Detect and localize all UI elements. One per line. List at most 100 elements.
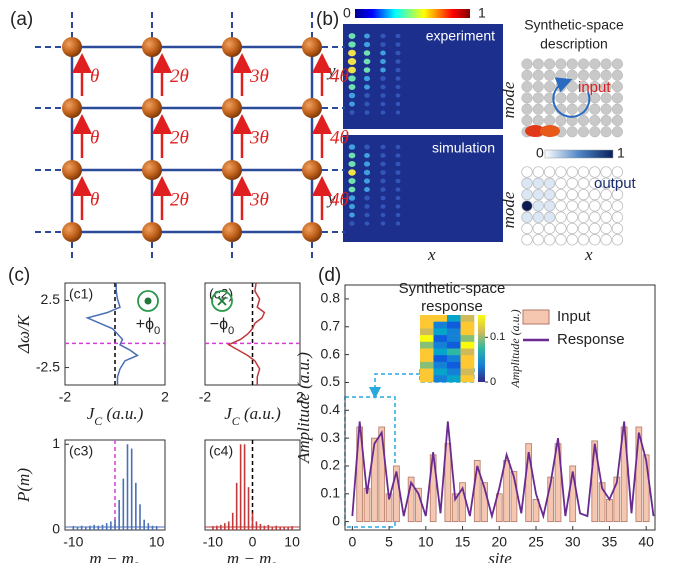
mode-circle	[521, 234, 533, 246]
image-spot	[349, 203, 355, 210]
mode-circle	[566, 126, 578, 138]
image-spot	[348, 33, 356, 39]
label-part: 0	[154, 325, 160, 337]
label-part: m − m	[227, 549, 272, 563]
response-curve	[227, 282, 266, 385]
colorbar	[544, 149, 614, 159]
mode-circle	[611, 92, 623, 104]
mode-circle	[577, 58, 590, 70]
lattice-site	[222, 222, 242, 242]
mode-circle	[566, 177, 578, 189]
mode-circle	[577, 200, 590, 212]
mode-circle	[611, 81, 623, 93]
mode-circle	[566, 166, 578, 178]
image-spot	[380, 42, 386, 47]
label-part: L	[270, 559, 278, 563]
mode-circle	[543, 177, 556, 189]
heatmap-cell	[433, 315, 448, 322]
image-spot	[395, 33, 401, 39]
mode-circle	[589, 81, 601, 93]
input-label: input	[578, 79, 611, 96]
mode-circle	[577, 103, 590, 115]
mode-circle	[600, 177, 612, 189]
mode-circle	[566, 81, 578, 93]
mode-circle	[544, 92, 556, 104]
mode-circle	[544, 114, 556, 127]
lattice-site	[302, 98, 322, 118]
axis-label: x	[427, 245, 436, 264]
mode-circle	[577, 222, 590, 235]
heatmap-cell	[447, 368, 461, 376]
heatmap-cell	[447, 348, 461, 356]
mode-circle	[611, 126, 623, 138]
mode-circle	[600, 92, 612, 104]
image-spot	[380, 101, 386, 107]
image-spot	[364, 186, 370, 193]
image-spot	[395, 178, 401, 184]
axis-label: y	[326, 189, 336, 208]
y-tick-label: 0.8	[321, 290, 341, 306]
y-tick-label: 0.1	[321, 485, 341, 501]
mode-circle	[566, 92, 578, 104]
y-tick-label: 0.7	[321, 317, 341, 333]
phase-label: 4θ	[330, 189, 349, 210]
y-tick-label: 2.5	[41, 291, 61, 307]
heatmap-cell	[447, 355, 461, 363]
image-spot	[395, 50, 401, 56]
label-part: C	[232, 414, 241, 428]
heatmap-cell	[420, 315, 434, 322]
mode-circle	[611, 177, 624, 189]
mode-circle	[543, 200, 556, 212]
x-tick-label: 10	[418, 534, 434, 550]
subplot-label: (c1)	[69, 286, 93, 302]
mode-circle	[555, 58, 567, 70]
image-spot	[348, 92, 356, 99]
legend-label: Response	[557, 331, 625, 348]
x-tick-label: 10	[284, 534, 300, 550]
phase-label: 2θ	[170, 189, 189, 210]
phase-label: θ	[90, 66, 99, 87]
subplot-label: (c3)	[69, 443, 93, 459]
input-spot	[525, 125, 545, 137]
input-bar	[444, 443, 452, 523]
x-axis-label: JC (a.u.)	[87, 404, 144, 428]
heatmap-cell	[460, 335, 475, 343]
image-spot	[364, 221, 370, 226]
mode-circle	[521, 222, 533, 235]
heatmap-cell	[447, 341, 461, 349]
image-spot	[363, 169, 371, 176]
y-tick-label: 1	[52, 435, 60, 451]
label-part: (a.u.)	[102, 404, 143, 423]
image-spot	[395, 42, 401, 47]
experiment-image	[343, 24, 503, 129]
mode-circle	[600, 222, 612, 235]
mode-circle	[566, 234, 578, 246]
lattice-site	[62, 222, 82, 242]
mode-circle	[600, 103, 612, 115]
mode-circle	[543, 234, 556, 246]
label-part: J	[224, 404, 233, 423]
mode-circle	[611, 211, 624, 223]
y-tick-label: 0.6	[321, 345, 341, 361]
panel-label: (a)	[10, 9, 33, 30]
label-part: J	[87, 404, 96, 423]
mode-circle	[600, 234, 612, 246]
image-spot	[380, 50, 386, 56]
callout-arrow	[369, 373, 420, 399]
output-label: output	[594, 175, 637, 192]
heatmap-cell	[420, 361, 434, 369]
phase-symbol	[144, 297, 152, 305]
image-spot	[380, 221, 386, 226]
x-axis-label: JC (a.u.)	[224, 404, 281, 428]
synthetic-title: Synthetic-space	[524, 17, 624, 33]
heatmap-cell	[433, 321, 448, 329]
mode-circle	[532, 114, 544, 127]
image-spot	[363, 41, 371, 48]
heatmap-cell	[420, 321, 434, 329]
mode-circle	[532, 177, 544, 189]
mode-circle	[532, 166, 544, 178]
x-tick-label: -2	[59, 389, 72, 405]
image-spot	[348, 66, 356, 74]
label-part: +ϕ	[136, 316, 154, 333]
mode-circle	[555, 234, 567, 246]
